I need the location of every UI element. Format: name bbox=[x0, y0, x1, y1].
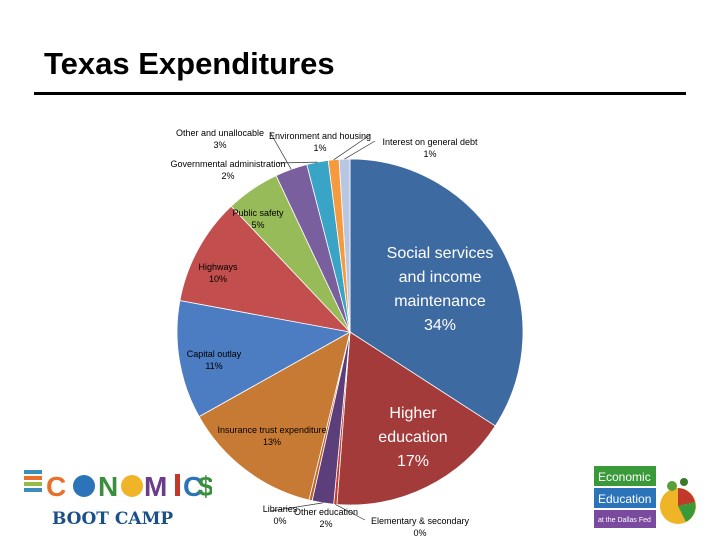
svg-text:Economic: Economic bbox=[598, 470, 651, 484]
svg-text:C: C bbox=[46, 471, 66, 502]
slice-label-libraries: Libraries 0% bbox=[263, 504, 298, 526]
slice-label-environment-and-housing: Environment and housing 1% bbox=[269, 131, 371, 153]
slice-label-insurance-trust-expenditure: Insurance trust expenditure 13% bbox=[217, 425, 326, 447]
leader-line bbox=[277, 161, 318, 164]
logo-subtitle: BOOT CAMP bbox=[52, 509, 173, 529]
pie-slice-highways bbox=[179, 205, 352, 333]
slice-label-interest-on-general-debt: Interest on general debt 1% bbox=[382, 137, 478, 159]
pie-slice-insurance-trust-expenditure bbox=[198, 331, 351, 501]
slice-label-governmental-administration: Governmental administration 2% bbox=[170, 159, 285, 181]
slice-label-highways: Highways 10% bbox=[198, 262, 238, 284]
leader-line bbox=[344, 140, 376, 160]
pie-slice-capital-outlay bbox=[176, 300, 352, 418]
slice-label-higher-education: Higher education 17% bbox=[378, 405, 447, 470]
slice-label-other-and-unallocable: Other and unallocable 3% bbox=[176, 128, 264, 150]
logo-letters: C N M C $ bbox=[24, 470, 212, 502]
pie-slice-social-services-and-income-maintenance bbox=[349, 158, 524, 427]
slice-label-other-education: Other education 2% bbox=[294, 507, 358, 529]
leader-line bbox=[270, 502, 323, 512]
pie-slice-higher-education bbox=[336, 331, 496, 506]
slide-title: Texas Expenditures bbox=[44, 46, 335, 81]
slice-label-public-safety: Public safety 5% bbox=[232, 208, 284, 230]
svg-text:M: M bbox=[144, 471, 167, 502]
svg-text:Education: Education bbox=[598, 492, 651, 506]
svg-text:at the Dallas Fed: at the Dallas Fed bbox=[598, 517, 651, 524]
slice-label-elementary-secondary: Elementary & secondary 0% bbox=[371, 516, 470, 538]
slice-label-capital-outlay: Capital outlay 11% bbox=[187, 349, 242, 371]
slice-label-social-services-and-income-maintenance: Social services and income maintenance 34% bbox=[387, 245, 494, 334]
svg-text:$: $ bbox=[198, 471, 212, 502]
leader-line bbox=[333, 134, 371, 161]
title-underline bbox=[34, 92, 686, 95]
economics-boot-camp-logo: C N M C $ BOOT CAMP bbox=[24, 470, 212, 529]
svg-text:C: C bbox=[183, 471, 203, 502]
leader-line bbox=[335, 504, 366, 521]
economic-education-logo: Economic Education at the Dallas Fed bbox=[594, 466, 696, 528]
svg-text:N: N bbox=[98, 471, 118, 502]
